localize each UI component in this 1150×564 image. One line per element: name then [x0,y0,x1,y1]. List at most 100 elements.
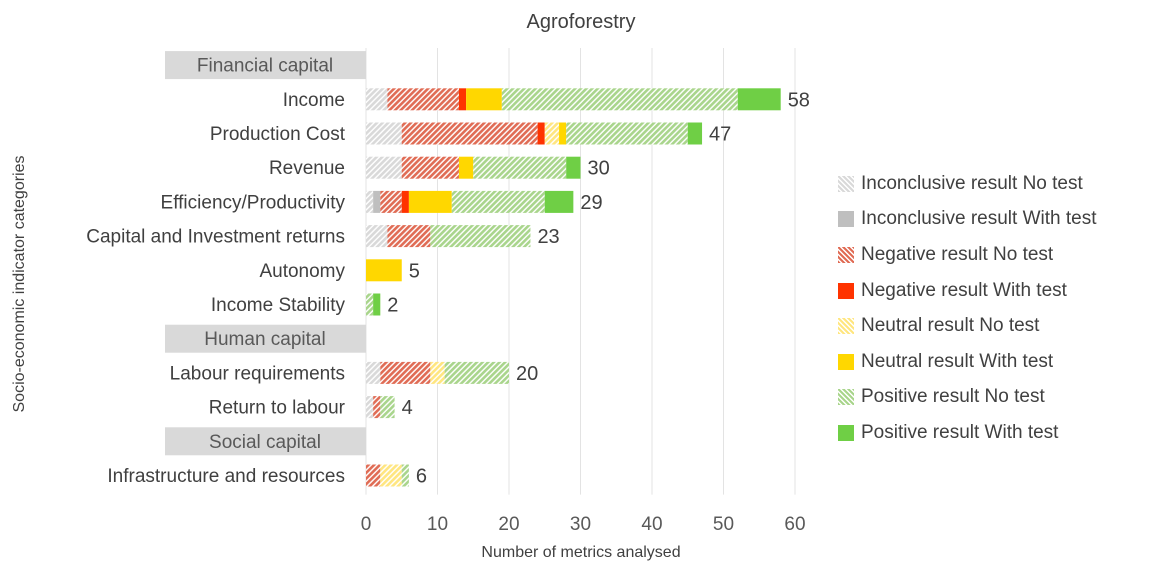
group-header-box [165,324,366,353]
legend-item: Neutral result No test [838,308,1096,344]
bar-segment [401,122,538,145]
group-header-box [165,51,366,80]
y-axis-label: Socio-economic indicator categories [11,155,28,412]
bar-segment [501,88,738,111]
bar-segment [737,88,781,111]
bar-segment [401,464,409,487]
category-label: Income [283,90,345,111]
legend-item: Inconclusive result No test [838,166,1096,202]
group-header-box [165,427,366,456]
data-label: 58 [788,89,810,111]
bar-segment [466,88,502,111]
data-label: 20 [516,363,538,385]
bar-segment [559,122,567,145]
bar-segment [366,190,374,213]
bar-segment [380,361,431,384]
legend-label: Negative result With test [861,279,1067,301]
category-label: Production Cost [210,124,346,145]
bar-segment [401,156,459,179]
bar-segment [366,259,402,282]
bar-segment [366,156,402,179]
legend-swatch [838,175,854,192]
legend-swatch [838,424,854,441]
category-labels: 0 10 20 30 40 50 60 Income 58 Production Cost 47 Re… [86,89,810,535]
data-label: 30 [588,158,610,180]
bar-segment [366,293,374,316]
bar-segment [544,122,560,145]
bar-segment [373,293,381,316]
bar-segment [366,88,388,111]
bar-segment [373,190,381,213]
legend-label: Negative result No test [861,243,1054,265]
legend-swatch [838,211,854,228]
legend-item: Negative result With test [838,273,1096,309]
bar-segment [380,464,402,487]
x-tick-label: 10 [427,514,448,535]
bar-segment [380,190,402,213]
legend-item: Neutral result With test [838,344,1096,380]
data-label: 6 [416,466,427,488]
group-header-label: Human capital [204,329,325,350]
legend-label: Positive result With test [861,421,1059,443]
bar-segment [458,156,474,179]
category-label: Income Stability [211,295,346,316]
legend-item: Negative result No test [838,237,1096,273]
category-label: Revenue [269,158,345,179]
bar-segment [430,361,445,384]
category-label: Efficiency/Productivity [161,192,346,213]
legend-swatch [838,389,854,406]
x-tick-label: 50 [713,514,734,535]
legend-swatch [838,353,854,370]
bar-segment [380,396,395,419]
bar-segment [566,156,581,179]
legend-swatch [838,318,854,335]
bars [366,88,781,487]
bar-segment [401,190,409,213]
x-tick-label: 40 [641,514,662,535]
bar-segment [373,396,381,419]
legend-label: Inconclusive result With test [861,208,1097,230]
group-header-label: Financial capital [197,56,333,77]
bar-segment [408,190,452,213]
bar-segment [458,88,467,111]
x-tick-label: 30 [570,514,591,535]
bar-segment [687,122,703,145]
legend-swatch [838,282,854,299]
bar-segment [366,464,381,487]
data-label: 47 [709,124,731,146]
category-label: Labour requirements [170,363,345,384]
data-label: 4 [402,397,413,419]
x-tick-label: 60 [784,514,805,535]
bar-segment [544,190,574,213]
legend: Inconclusive result No test Inconclusive … [838,166,1096,451]
legend-label: Neutral result No test [861,315,1040,337]
category-label: Return to labour [209,398,346,419]
data-label: 2 [387,295,398,317]
legend-item: Inconclusive result With test [838,202,1096,238]
bar-segment [366,225,388,248]
x-tick-label: 0 [361,514,372,535]
bar-segment [566,122,688,145]
group-header-label: Social capital [209,432,321,453]
chart-title: Agroforestry [527,11,636,33]
bar-segment [366,361,381,384]
legend-swatch [838,246,854,263]
bar-segment [366,122,402,145]
legend-label: Neutral result With test [861,350,1054,372]
legend-item: Positive result With test [838,415,1096,451]
x-axis-label: Number of metrics analysed [481,544,680,561]
bar-segment [387,225,431,248]
category-label: Infrastructure and resources [107,466,345,487]
legend-item: Positive result No test [838,380,1096,416]
data-label: 5 [409,260,420,282]
bar-segment [451,190,545,213]
category-label: Autonomy [259,261,345,282]
data-label: 23 [537,226,559,248]
bar-segment [366,396,374,419]
data-label: 29 [580,192,602,214]
category-label: Capital and Investment returns [86,227,345,248]
grid-lines [365,48,796,495]
bar-segment [430,225,531,248]
bar-segment [444,361,509,384]
